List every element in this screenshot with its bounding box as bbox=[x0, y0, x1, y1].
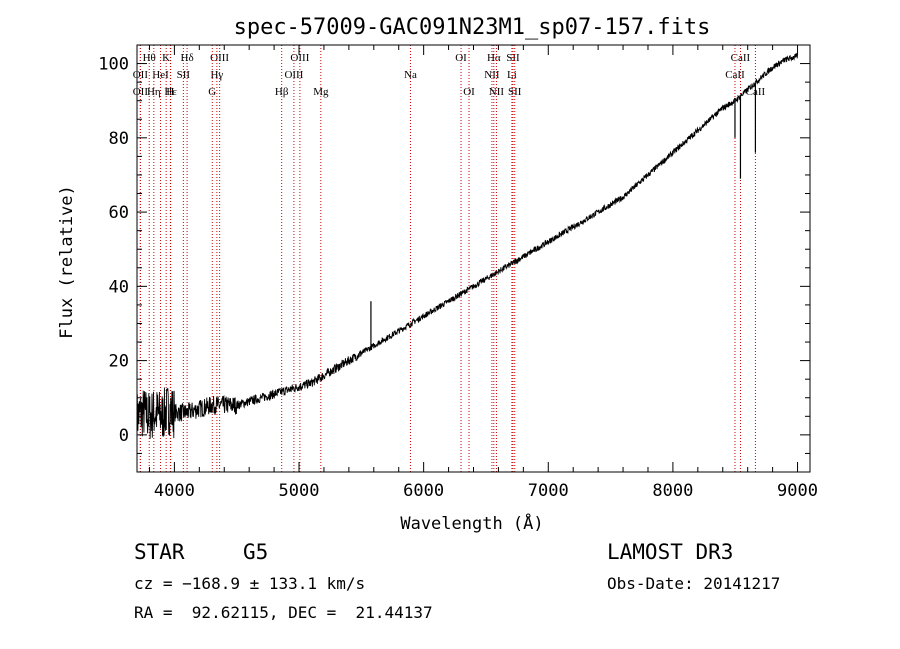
spectrum-series bbox=[136, 52, 798, 443]
redshift-text: cz = −168.9 ± 133.1 km/s bbox=[134, 574, 366, 593]
marker-label-11: Hγ bbox=[210, 69, 223, 81]
marker-label-7: H bbox=[166, 86, 174, 98]
marker-label-16: Mg bbox=[313, 86, 329, 98]
marker-label-12: G bbox=[208, 86, 216, 98]
subclass-label: G5 bbox=[243, 540, 269, 564]
x-tick-label-4: 8000 bbox=[652, 481, 693, 501]
y-tick-label-3: 60 bbox=[109, 203, 129, 223]
marker-label-25: SII bbox=[508, 86, 522, 98]
marker-label-27: CaII bbox=[725, 69, 745, 81]
marker-label-24: NII bbox=[489, 86, 505, 98]
x-axis-label: Wavelength (Å) bbox=[400, 512, 543, 534]
y-tick-label-1: 20 bbox=[109, 352, 129, 372]
plot-frame bbox=[136, 44, 811, 473]
spectrum-line bbox=[136, 52, 798, 443]
marker-label-20: Hα bbox=[487, 52, 501, 64]
marker-label-10: OIII bbox=[210, 52, 229, 64]
y-tick-label-2: 40 bbox=[109, 277, 129, 297]
y-axis-label: Flux (relative) bbox=[57, 185, 77, 339]
x-tick-label-3: 7000 bbox=[528, 481, 569, 501]
y-tick-label-4: 80 bbox=[109, 129, 129, 149]
marker-label-4: Hε bbox=[164, 86, 177, 98]
survey-label: LAMOST DR3 bbox=[607, 540, 734, 564]
marker-label-9: Hδ bbox=[181, 52, 194, 64]
x-tick-label-2: 6000 bbox=[403, 481, 444, 501]
y-axis-ticks: 0 20 40 60 80 100 bbox=[98, 44, 810, 473]
obs-date-text: Obs-Date: 20141217 bbox=[607, 574, 781, 593]
marker-label-15: Hβ bbox=[275, 86, 289, 98]
y-tick-label-0: 0 bbox=[119, 426, 129, 446]
radec-text: RA = 92.62115, DEC = 21.44137 bbox=[134, 603, 433, 622]
marker-label-19: OI bbox=[463, 86, 475, 98]
chart-title: spec-57009-GAC091N23M1_sp07-157.fits bbox=[234, 15, 711, 40]
marker-label-23: Li bbox=[507, 69, 517, 81]
marker-label-22: NII bbox=[484, 69, 500, 81]
marker-label-17: Na bbox=[404, 69, 417, 81]
marker-label-3: K bbox=[162, 52, 170, 64]
x-tick-label-5: 9000 bbox=[777, 481, 818, 501]
marker-label-0: Hθ bbox=[143, 52, 156, 64]
x-axis-ticks: 4000 5000 6000 7000 8000 9000 bbox=[148, 45, 818, 501]
marker-label-18: OI bbox=[455, 52, 467, 64]
x-tick-label-1: 5000 bbox=[279, 481, 320, 501]
x-tick-label-0: 4000 bbox=[154, 481, 195, 501]
class-label: STAR bbox=[134, 540, 185, 564]
marker-label-21: SII bbox=[506, 52, 520, 64]
marker-label-8: SII bbox=[177, 69, 191, 81]
marker-label-13: OIII bbox=[290, 52, 309, 64]
marker-label-6: Hη bbox=[147, 86, 161, 98]
marker-label-14: OIII bbox=[284, 69, 303, 81]
marker-label-26: CaII bbox=[731, 52, 751, 64]
y-tick-label-5: 100 bbox=[98, 55, 129, 75]
marker-label-5: HeI bbox=[152, 69, 169, 81]
